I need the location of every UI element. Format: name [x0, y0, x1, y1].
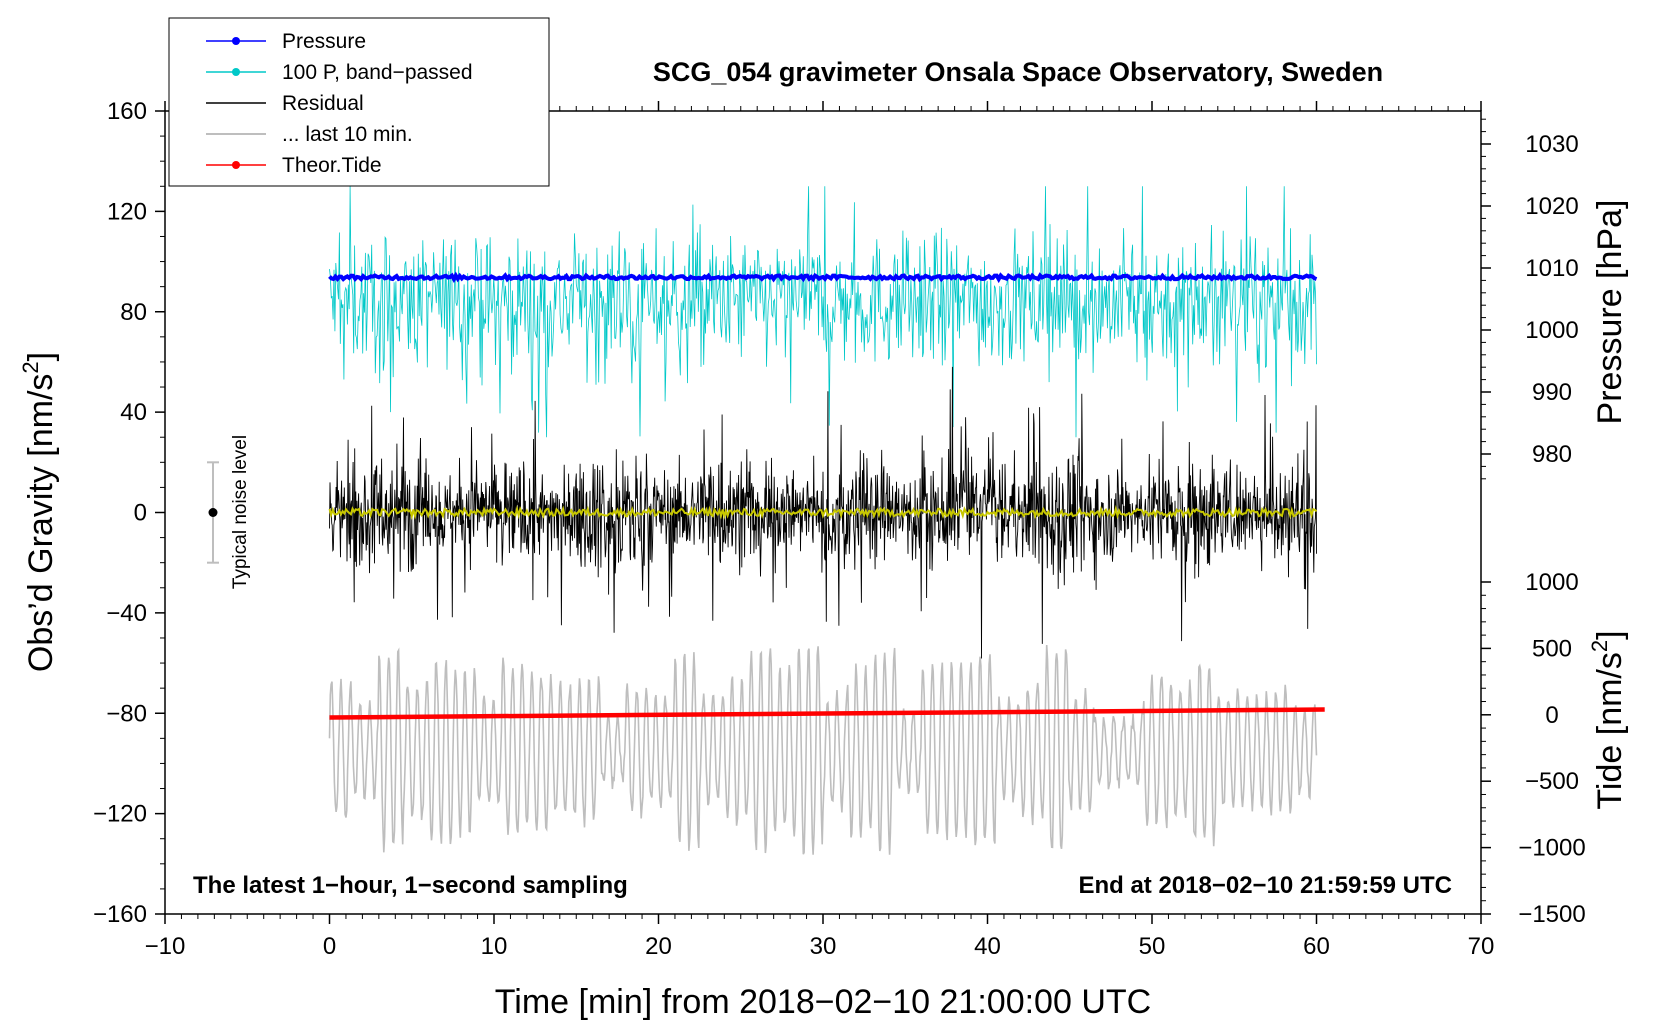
series-residual-smoothed: [328, 504, 1318, 520]
legend-marker: [232, 68, 240, 76]
x-tick-label: 40: [974, 933, 1001, 960]
chart-title: SCG_054 gravimeter Onsala Space Observat…: [653, 57, 1383, 87]
series-pressure-bandpassed: [329, 186, 1317, 438]
gravity-tick-label: 40: [120, 399, 147, 426]
legend: Pressure 100 P, band−passed Residual ... la…: [168, 17, 550, 187]
legend-label: ... last 10 min.: [282, 123, 413, 146]
pressure-tick-label: 1020: [1525, 193, 1578, 220]
gravity-tick-label: −160: [93, 901, 147, 928]
annotation-sampling: The latest 1−hour, 1−second sampling: [193, 872, 628, 899]
legend-marker: [232, 161, 240, 169]
series-pressure: [328, 271, 1318, 284]
legend-label: Residual: [282, 92, 364, 115]
gravity-tick-label: −80: [106, 700, 147, 727]
noise-level-label: Typical noise level: [230, 435, 251, 589]
tide-tick-label: 1000: [1525, 569, 1578, 596]
tide-tick-label: 500: [1532, 635, 1572, 662]
x-tick-label: 20: [645, 933, 672, 960]
legend-box: [168, 17, 550, 187]
tide-tick-label: −500: [1525, 768, 1579, 795]
tide-tick-label: −1000: [1518, 835, 1585, 862]
gravity-tick-label: 160: [107, 98, 147, 125]
x-tick-label: 30: [810, 933, 837, 960]
pressure-tick-label: 1000: [1525, 317, 1578, 344]
x-axis-title: Time [min] from 2018−02−10 21:00:00 UTC: [495, 983, 1151, 1020]
noise-level-indicator: Typical noise level: [207, 435, 251, 589]
legend-marker: [232, 37, 240, 45]
gravity-tick-label: −120: [93, 801, 147, 828]
series-last-10-min: [328, 644, 1318, 855]
x-tick-label: 60: [1303, 933, 1330, 960]
tide-tick-label: −1500: [1518, 901, 1585, 928]
x-tick-label: 70: [1468, 933, 1495, 960]
gravity-tick-label: 0: [134, 500, 147, 527]
x-tick-label: 50: [1139, 933, 1166, 960]
pressure-tick-label: 1010: [1525, 255, 1578, 282]
gravity-tick-label: −40: [106, 600, 147, 627]
pressure-tick-label: 980: [1532, 441, 1572, 468]
tide-tick-label: 0: [1545, 702, 1558, 729]
series-residual: [329, 366, 1317, 659]
gravity-tick-label: 120: [107, 198, 147, 225]
legend-label: Pressure: [282, 30, 366, 53]
pressure-tick-label: 990: [1532, 379, 1572, 406]
legend-label: 100 P, band−passed: [282, 61, 473, 84]
annotation-end-time: End at 2018−02−10 21:59:59 UTC: [1078, 872, 1452, 899]
x-tick-label: 0: [323, 933, 336, 960]
series-theor-tide: [329, 707, 1325, 720]
y-axis-title-tide: Tide [nm/s2]: [1587, 630, 1629, 809]
pressure-tick-label: 1030: [1525, 131, 1578, 158]
y-axis-title-pressure: Pressure [hPa]: [1591, 200, 1629, 425]
x-tick-label: 10: [481, 933, 508, 960]
gravity-tick-label: 80: [120, 299, 147, 326]
y-axis-title-gravity: Obs’d Gravity [nm/s2]: [18, 352, 60, 672]
legend-label: Theor.Tide: [282, 154, 382, 177]
x-tick-label: −10: [145, 933, 186, 960]
